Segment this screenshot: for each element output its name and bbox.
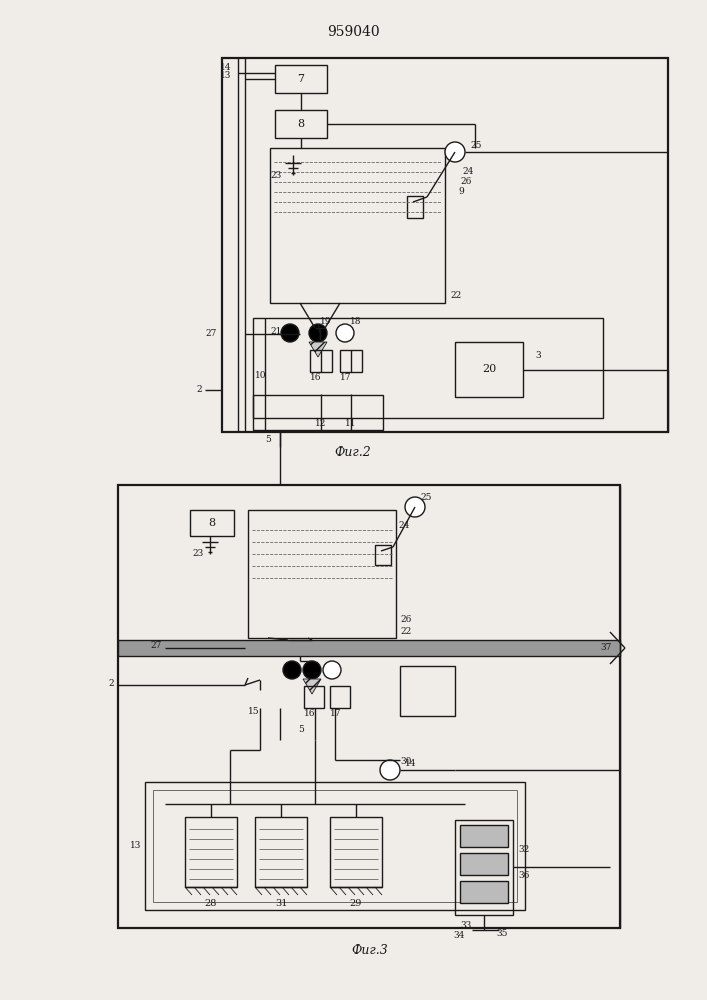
Bar: [118, 485, 620, 928]
Text: 32: 32: [518, 846, 530, 854]
Circle shape: [303, 661, 321, 679]
Text: 27: 27: [150, 641, 161, 650]
Text: 34: 34: [453, 930, 464, 940]
Text: 5: 5: [298, 726, 304, 734]
Bar: [185, 817, 237, 887]
Text: 23: 23: [192, 548, 203, 558]
Bar: [275, 110, 327, 138]
Circle shape: [309, 324, 327, 342]
Bar: [270, 148, 445, 303]
Bar: [455, 342, 523, 397]
Text: 17: 17: [330, 710, 341, 718]
Circle shape: [281, 324, 299, 342]
Text: 28: 28: [205, 898, 217, 908]
Bar: [253, 395, 383, 430]
Text: 15: 15: [248, 708, 259, 716]
Circle shape: [380, 760, 400, 780]
Text: 18: 18: [350, 316, 361, 326]
Bar: [275, 65, 327, 93]
Bar: [400, 666, 455, 716]
Text: 12: 12: [315, 420, 327, 428]
Text: 23: 23: [270, 170, 281, 180]
Text: 31: 31: [275, 898, 287, 908]
Text: 29: 29: [350, 898, 362, 908]
Bar: [153, 790, 517, 902]
Text: 5: 5: [265, 436, 271, 444]
Text: 10: 10: [255, 370, 267, 379]
Text: 37: 37: [600, 644, 612, 652]
Text: 13: 13: [130, 842, 141, 850]
Text: 11: 11: [345, 420, 356, 428]
Text: Фиг.2: Фиг.2: [334, 446, 371, 458]
Text: 26: 26: [400, 615, 411, 624]
Polygon shape: [309, 342, 327, 357]
Text: 13: 13: [220, 72, 231, 81]
Bar: [310, 350, 332, 372]
Text: 14: 14: [405, 760, 416, 768]
Bar: [375, 545, 391, 565]
Text: 9: 9: [458, 188, 464, 196]
Bar: [460, 881, 508, 903]
Text: 17: 17: [340, 373, 351, 382]
Circle shape: [283, 661, 301, 679]
Circle shape: [323, 661, 341, 679]
Bar: [253, 318, 603, 418]
Text: 24: 24: [398, 520, 409, 530]
Text: 2: 2: [108, 680, 114, 688]
Bar: [330, 686, 350, 708]
Text: 26: 26: [460, 178, 472, 186]
Bar: [304, 686, 324, 708]
Text: 35: 35: [496, 928, 508, 938]
Circle shape: [445, 142, 465, 162]
Text: 3: 3: [535, 351, 541, 360]
Text: 21: 21: [270, 326, 281, 336]
Text: 7: 7: [298, 74, 305, 84]
Bar: [460, 853, 508, 875]
Bar: [255, 817, 307, 887]
Bar: [460, 825, 508, 847]
Bar: [330, 817, 382, 887]
Text: 8: 8: [209, 518, 216, 528]
Text: 33: 33: [460, 920, 472, 930]
Bar: [248, 510, 396, 638]
Text: 14: 14: [220, 64, 231, 73]
Text: 8: 8: [298, 119, 305, 129]
Bar: [190, 510, 234, 536]
Text: 2: 2: [196, 385, 201, 394]
Bar: [145, 782, 525, 910]
Circle shape: [405, 497, 425, 517]
Text: 30: 30: [400, 758, 411, 766]
Text: 959040: 959040: [327, 25, 380, 39]
Text: 16: 16: [310, 373, 322, 382]
Text: 20: 20: [482, 364, 496, 374]
Bar: [222, 58, 668, 432]
Text: 22: 22: [400, 628, 411, 637]
Text: Фиг.3: Фиг.3: [351, 944, 388, 956]
Polygon shape: [303, 679, 321, 694]
Bar: [118, 640, 620, 656]
Text: 27: 27: [205, 330, 216, 338]
Text: 25: 25: [470, 140, 481, 149]
Circle shape: [336, 324, 354, 342]
Bar: [340, 350, 362, 372]
Text: 24: 24: [462, 167, 474, 176]
Text: 19: 19: [320, 316, 332, 326]
Text: 25: 25: [420, 493, 431, 502]
Text: 22: 22: [450, 290, 461, 300]
Bar: [407, 196, 423, 218]
Text: 36: 36: [518, 870, 530, 880]
Bar: [455, 820, 513, 915]
Text: 16: 16: [304, 710, 315, 718]
